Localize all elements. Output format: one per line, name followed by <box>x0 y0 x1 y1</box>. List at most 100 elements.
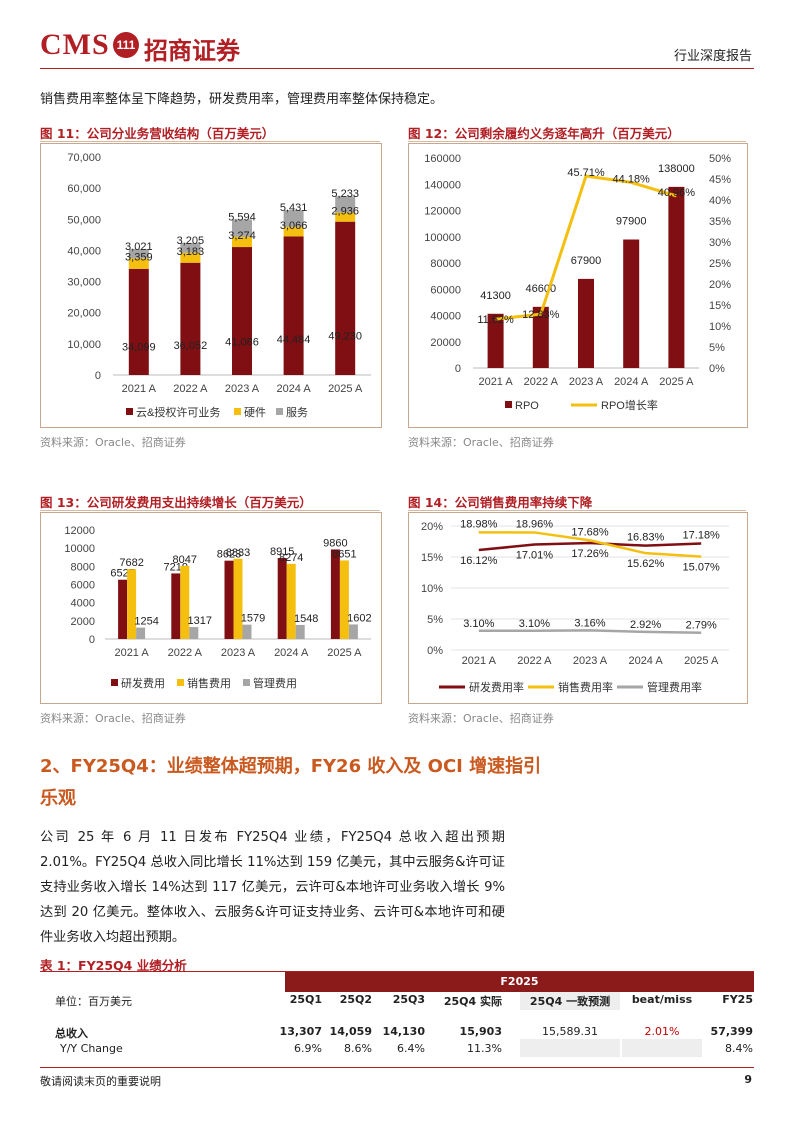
fig12-chart: 0 20000 40000 60000 80000 100000 120000 140000 1… <box>424 153 731 412</box>
y2-tick-label: 45% <box>709 174 731 186</box>
y-tick-label: 100000 <box>424 232 461 244</box>
y-tick-label: 20000 <box>430 337 461 349</box>
table-title: 表 1：FY25Q4 业绩分析 <box>40 958 187 973</box>
intro-paragraph: 销售费用率整体呈下降趋势，研发费用率，管理费用率整体保持稳定。 <box>40 92 444 107</box>
line-label: 17.68% <box>571 526 609 538</box>
legend-swatch <box>126 408 133 415</box>
legend-label: 硬件 <box>244 406 266 419</box>
data-label: 3,183 <box>177 246 205 258</box>
line-label: 16.83% <box>627 532 665 544</box>
fig13-title: 图 13：公司研发费用支出持续增长（百万美元） <box>40 495 312 510</box>
table-cell: 11.3% <box>467 1042 502 1055</box>
table-col-header: 25Q3 <box>392 993 425 1006</box>
table-cell: 14,130 <box>382 1025 425 1038</box>
line-label: 16.12% <box>460 555 498 567</box>
fig14-frame: 0% 5% 10% 15% 20% 16.12% 17.01% 17.26% 16.83% 17.… <box>408 512 748 704</box>
x-tick-label: 2024 A <box>628 655 663 667</box>
y-tick-label: 4000 <box>71 598 95 610</box>
bar-0 <box>224 560 234 639</box>
legend-label: RPO增长率 <box>601 398 658 412</box>
bar-2 <box>335 196 356 213</box>
bar-2 <box>348 624 358 639</box>
x-tick-label: 2022 A <box>173 383 208 395</box>
y-tick-label: 50,000 <box>67 214 101 226</box>
fig11-frame: 0 10,000 20,000 30,000 40,000 50,000 60,000 70,… <box>40 143 382 428</box>
fig13-chart: 0200040006000800010000120006527768212542… <box>64 525 371 690</box>
y-tick-label: 80000 <box>430 258 461 270</box>
bar-0 <box>171 573 181 639</box>
legend-label: 研发费用率 <box>469 680 524 694</box>
data-label: 5,233 <box>331 188 359 200</box>
y-tick-label: 10% <box>421 583 443 595</box>
y-tick-label: 140000 <box>424 179 461 191</box>
table-cell: 8.6% <box>344 1042 372 1055</box>
bar-0 <box>330 549 340 639</box>
data-label: 8274 <box>279 552 303 564</box>
table-col-header: beat/miss <box>631 993 693 1006</box>
y2-tick-label: 20% <box>709 279 731 291</box>
y2-tick-label: 25% <box>709 258 731 270</box>
y-tick-label: 0 <box>95 370 101 382</box>
brand-name-cn: 招商证券 <box>144 36 240 65</box>
bar-1 <box>127 569 137 639</box>
x-tick-label: 2023 A <box>225 383 260 395</box>
data-label: 49,230 <box>328 331 362 343</box>
bar-1 <box>283 226 304 237</box>
section-body: 公司 25 年 6 月 11 日发布 FY25Q4 业绩，FY25Q4 总收入超… <box>40 830 505 945</box>
fig11-title-rule <box>40 141 380 142</box>
x-tick-label: 2021 A <box>122 383 157 395</box>
fig12-source: 资料来源：Oracle、招商证券 <box>408 436 554 449</box>
y2-tick-label: 50% <box>709 153 731 165</box>
data-label: 1254 <box>134 616 158 628</box>
bar-2 <box>232 219 252 237</box>
y-tick-label: 120000 <box>424 206 461 218</box>
bar-rpo <box>668 186 685 368</box>
legend-label: 研发费用 <box>121 676 165 690</box>
bar-0 <box>180 262 201 375</box>
x-tick-label: 2024 A <box>614 376 649 388</box>
table-group-header: F2025 <box>285 972 754 992</box>
bar-rpo <box>487 313 504 368</box>
bar-0 <box>277 558 287 639</box>
table-col-header: FY25 <box>722 993 753 1006</box>
page-number: 9 <box>744 1073 752 1086</box>
fig11-title: 图 11：公司分业务营收结构（百万美元） <box>40 126 275 141</box>
fig14-chart: 0% 5% 10% 15% 20% 16.12% 17.01% 17.26% 16.83% 17.… <box>421 518 729 694</box>
table-top-rule <box>40 971 754 972</box>
fig14-title-rule <box>408 510 746 511</box>
y-tick-label: 40000 <box>430 311 461 323</box>
table-cell: 8.4% <box>725 1042 753 1055</box>
x-tick-label: 2025 A <box>684 655 719 667</box>
table-row-label: 总收入 <box>55 1027 88 1040</box>
y-tick-label: 0 <box>455 363 461 375</box>
legend-label: 销售费用 <box>187 676 231 690</box>
bar-1 <box>128 258 149 269</box>
data-label: 3,205 <box>177 235 205 247</box>
line-label: 40.96% <box>658 187 696 199</box>
x-tick-label: 2025 A <box>328 383 363 395</box>
fig12-title-rule <box>408 141 746 142</box>
line-label: 18.98% <box>460 518 498 530</box>
y-tick-label: 5% <box>427 614 443 626</box>
fig13-source: 资料来源：Oracle、招商证券 <box>40 712 186 725</box>
bar-rpo <box>578 278 594 368</box>
data-label: 7682 <box>119 557 143 569</box>
data-label: 1579 <box>241 613 265 625</box>
line-0 <box>478 541 702 552</box>
line-label: 11.62% <box>477 314 514 326</box>
section-title-cont: 乐观 <box>40 788 76 809</box>
fig13-frame: 0 2000 4000 6000 8000 10000 12000 6527 7682 1254 2… <box>40 512 382 704</box>
y-tick-label: 60000 <box>430 284 461 296</box>
y2-tick-label: 40% <box>709 195 731 207</box>
line-label: 2.79% <box>686 620 717 632</box>
brand-logo-text: CMS <box>40 28 110 61</box>
legend-swatch <box>111 679 118 686</box>
bar-1 <box>232 236 252 248</box>
bar-1 <box>233 558 243 639</box>
y-tick-label: 2000 <box>71 616 95 628</box>
bar-0 <box>118 579 128 639</box>
data-label: 2,936 <box>331 206 359 218</box>
line-2 <box>478 629 702 634</box>
table-forecast-shade <box>520 992 620 1010</box>
table-row-label: Y/Y Change <box>60 1042 123 1055</box>
